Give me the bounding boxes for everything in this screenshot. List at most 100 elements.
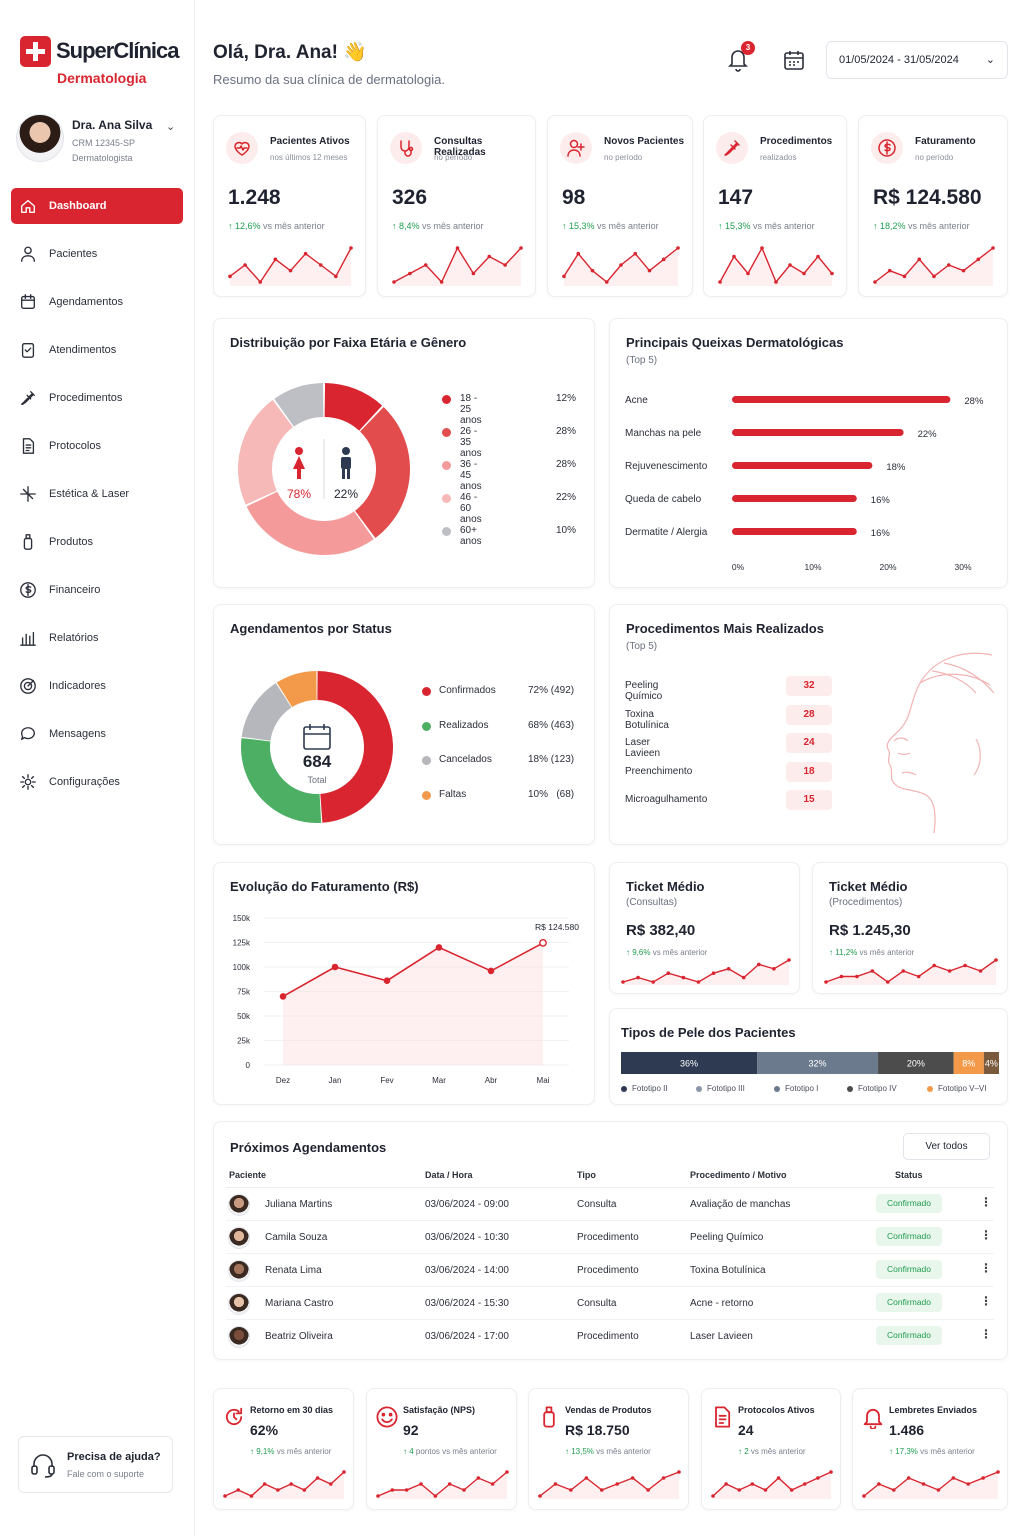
table-row[interactable]: Juliana Martins 03/06/2024 - 09:00 Consult… xyxy=(214,1188,1008,1221)
kpi-sparkline xyxy=(392,246,523,286)
sparkline-point xyxy=(760,246,764,250)
kpi-delta-note: vs mês anterior xyxy=(753,221,815,231)
bottom-kpi-card[interactable]: Satisfação (NPS) 92 ↑ 4 pontos vs mês ante… xyxy=(366,1388,517,1510)
legend-swatch xyxy=(442,461,451,470)
ticket-delta-note: vs mês anterior xyxy=(652,948,708,957)
sidebar-item-pacientes[interactable]: Pacientes xyxy=(11,236,183,272)
profile-menu[interactable]: Dra. Ana Silva CRM 12345-SP Dermatologis… xyxy=(16,114,186,170)
sidebar-item-procedimentos[interactable]: Procedimentos xyxy=(11,380,183,416)
sparkline-line xyxy=(712,1471,832,1497)
sidebar-item-label: Procedimentos xyxy=(49,392,123,404)
brand-logo[interactable]: SuperClínica Dermatologia xyxy=(20,34,190,90)
legend-label: Fototipo V–VI xyxy=(938,1084,987,1093)
dollar-icon xyxy=(878,139,896,157)
procedure-label: Microagulhamento xyxy=(625,794,708,805)
help-title: Precisa de ajuda? xyxy=(67,1451,161,1463)
legend-label: 46 - 60 anos xyxy=(460,492,482,525)
sidebar-item-protocolos[interactable]: Protocolos xyxy=(11,428,183,464)
sidebar-item-financeiro[interactable]: Financeiro xyxy=(11,572,183,608)
sparkline-point xyxy=(921,1482,926,1486)
more-options-icon[interactable]: ⋮ xyxy=(980,1261,992,1275)
sparkline-area xyxy=(225,1472,344,1499)
sidebar-item-configuracoes[interactable]: Configurações xyxy=(11,764,183,800)
more-options-icon[interactable]: ⋮ xyxy=(980,1228,992,1242)
legend-swatch xyxy=(442,527,451,536)
kpi-delta-row: ↑ 12,6% vs mês anterior xyxy=(228,221,325,231)
bar-category-label: Dermatite / Alergia xyxy=(625,527,708,538)
sparkline-point xyxy=(802,1482,807,1486)
kpi-card[interactable]: Novos Pacientes no período 98 ↑ 15,3% vs mê… xyxy=(547,115,693,297)
sparkline-line xyxy=(622,959,790,983)
y-tick-label: 150k xyxy=(233,914,251,923)
sparkline-point xyxy=(258,280,263,284)
procedures-card: Procedimentos Mais Realizados (Top 5) Pe… xyxy=(609,604,1008,845)
sidebar: SuperClínica Dermatologia Dra. Ana Silva… xyxy=(0,0,195,1536)
chevron-down-icon[interactable]: ⌄ xyxy=(166,121,176,133)
view-all-button[interactable]: Ver todos xyxy=(903,1133,990,1160)
kpi-label: Pacientes Ativos xyxy=(270,136,350,147)
bar xyxy=(732,528,857,535)
sparkline-point xyxy=(824,980,828,984)
table-row[interactable]: Beatriz Oliveira 03/06/2024 - 17:00 Proced… xyxy=(214,1320,1008,1353)
y-tick-label: 100k xyxy=(233,963,251,972)
sidebar-item-agendamentos[interactable]: Agendamentos xyxy=(11,284,183,320)
table-row[interactable]: Renata Lima 03/06/2024 - 14:00 Procediment… xyxy=(214,1254,1008,1287)
kpi-delta: ↑ 4 xyxy=(403,1447,414,1456)
procedure-label: Toxina Botulínica xyxy=(625,708,669,731)
appointment-reason: Laser Lavieen xyxy=(690,1331,753,1342)
more-options-icon[interactable]: ⋮ xyxy=(980,1327,992,1341)
more-options-icon[interactable]: ⋮ xyxy=(980,1294,992,1308)
sparkline-point xyxy=(741,975,746,980)
bar xyxy=(732,495,857,502)
bottom-kpi-card[interactable]: Retorno em 30 dias 62% ↑ 9,1% vs mês anter… xyxy=(213,1388,354,1510)
kpi-delta-row: ↑ 4 pontos vs mês anterior xyxy=(403,1447,497,1456)
kpi-card[interactable]: Pacientes Ativos nos últimos 12 meses 1.24… xyxy=(213,115,366,297)
kpi-card[interactable]: Procedimentos realizados 147 ↑ 15,3% vs mês… xyxy=(703,115,847,297)
sidebar-item-atendimentos[interactable]: Atendimentos xyxy=(11,332,183,368)
sidebar-item-produtos[interactable]: Produtos xyxy=(11,524,183,560)
help-card[interactable]: Precisa de ajuda? Fale com o suporte xyxy=(18,1436,173,1493)
skin-stacked-bar: 36% 32% 20% 8% 4% xyxy=(621,1052,999,1074)
date-range-picker[interactable]: 01/05/2024 - 31/05/2024 ⌄ xyxy=(826,41,1008,79)
sparkline-point xyxy=(392,280,396,284)
bottom-kpi-card[interactable]: Lembretes Enviados 1.486 ↑ 17,3% vs mês an… xyxy=(852,1388,1008,1510)
user-icon xyxy=(21,246,35,262)
card-title: Tipos de Pele dos Pacientes xyxy=(621,1025,796,1040)
sparkline-point xyxy=(772,967,776,971)
sidebar-item-relatorios[interactable]: Relatórios xyxy=(11,620,183,656)
legend-swatch xyxy=(422,790,431,800)
bottom-kpi-card[interactable]: Protocolos Ativos 24 ↑ 2 vs mês anterior xyxy=(701,1388,841,1510)
cross-icon xyxy=(20,36,51,67)
procedure-label: Peeling Químico xyxy=(625,680,663,702)
segment-value-label: 32% xyxy=(809,1059,827,1069)
kpi-delta-row: ↑ 18,2% vs mês anterior xyxy=(873,221,970,231)
more-options-icon[interactable]: ⋮ xyxy=(980,1195,992,1209)
sparkline-point xyxy=(750,1482,755,1486)
calendar-icon[interactable] xyxy=(782,48,806,72)
sidebar-item-mensagens[interactable]: Mensagens xyxy=(11,716,183,752)
kpi-sparkline xyxy=(862,1470,1000,1499)
sidebar-item-dashboard[interactable]: Dashboard xyxy=(11,188,183,224)
sidebar-item-estetica-laser[interactable]: Estética & Laser xyxy=(11,476,183,512)
sparkline-point xyxy=(471,271,476,276)
kpi-card[interactable]: Faturamento no período R$ 124.580 ↑ 18,2% v… xyxy=(858,115,1008,297)
sparkline-point xyxy=(886,980,890,984)
avatar xyxy=(228,1326,250,1348)
kpi-icon-badge xyxy=(560,132,592,164)
sidebar-item-indicadores[interactable]: Indicadores xyxy=(11,668,183,704)
kpi-value: 147 xyxy=(718,186,754,209)
kpi-delta-row: ↑ 15,3% vs mês anterior xyxy=(718,221,815,231)
legend-label: Fototipo III xyxy=(707,1084,745,1093)
kpi-card[interactable]: Consultas Realizadas no período 326 ↑ 8,4% … xyxy=(377,115,536,297)
bar-category-label: Manchas na pele xyxy=(625,428,702,439)
date-range-value: 01/05/2024 - 31/05/2024 xyxy=(839,54,959,66)
home-icon xyxy=(21,199,35,213)
bell-icon[interactable] xyxy=(726,46,750,72)
bottom-kpi-card[interactable]: Vendas de Produtos R$ 18.750 ↑ 13,5% vs mê… xyxy=(528,1388,689,1510)
sparkline-point xyxy=(916,974,921,979)
kpi-label: Lembretes Enviados xyxy=(889,1405,978,1415)
table-row[interactable]: Camila Souza 03/06/2024 - 10:30 Procedimen… xyxy=(214,1221,1008,1254)
table-row[interactable]: Mariana Castro 03/06/2024 - 15:30 Consulta… xyxy=(214,1287,1008,1320)
status-badge: Confirmado xyxy=(876,1326,942,1345)
bar-value-label: 28% xyxy=(964,396,984,407)
